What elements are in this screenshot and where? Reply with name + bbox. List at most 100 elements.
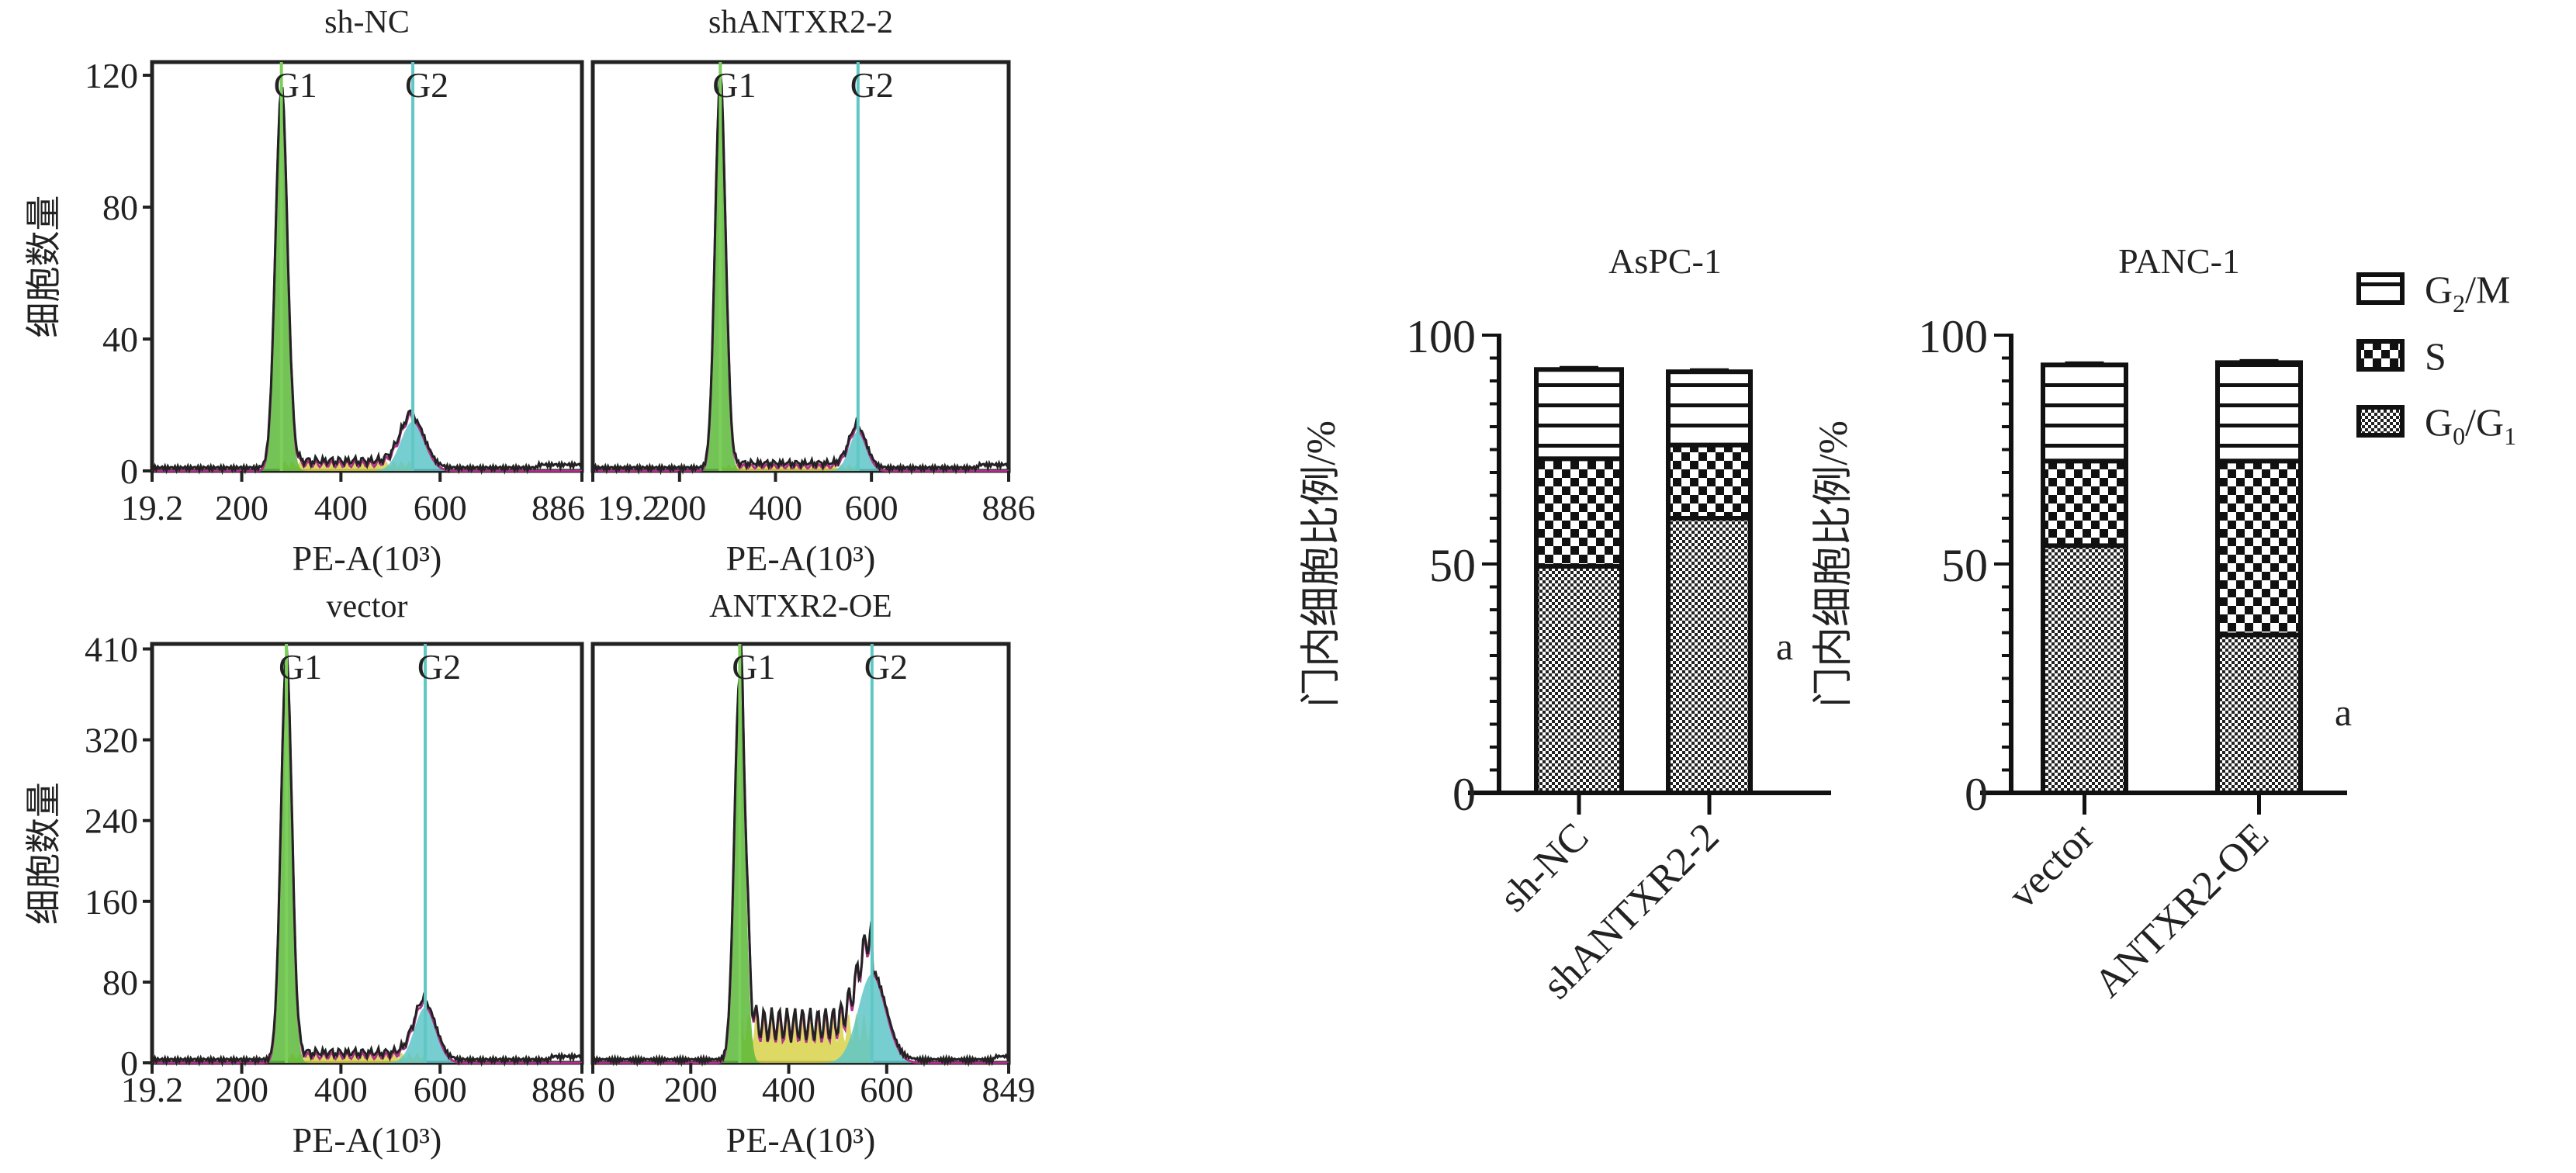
y-axis-label: 细胞数量 [24,782,64,925]
plot-frame [590,60,1011,473]
histogram-line [591,72,1010,476]
x-tick-label: 400 [762,1070,815,1109]
y-tick-label: 160 [85,882,138,922]
y-tick-label: 0 [120,452,138,491]
y-tick-label: 80 [102,963,138,1002]
g1-label: G1 [279,647,322,687]
y-axis-label: 细胞数量 [24,196,64,338]
panel-title: ANTXR2-OE [709,589,892,625]
x-tick-label: 200 [215,1070,268,1109]
g1-peak-area [152,659,582,1063]
g2-label: G2 [405,65,448,105]
legend-text: G [2425,400,2453,444]
bar-segment-g0-g1 [1534,563,1624,795]
legend-subscript: 0 [2453,422,2465,450]
legend-item: S [2356,334,2446,378]
legend-text: S [2425,334,2446,378]
x-axis-label: PE-A(10³) [293,1120,442,1160]
y-axis-label: 门内细胞比例/% [1812,420,1856,708]
y-tick-label: 120 [85,56,138,95]
model-fit-line [593,75,1009,472]
significance-label: a [2335,690,2352,734]
x-axis-label: PE-A(10³) [726,1120,876,1160]
y-tick-label: 0 [1965,769,1988,820]
model-fit-line [593,643,1009,1064]
bar-segment-g2-m [2215,360,2303,464]
plot-frame [150,60,584,473]
g1-peak-area [593,81,1009,471]
legend-text: /G [2465,400,2504,444]
x-tick-label: vector [2000,815,2103,917]
y-tick-label: 40 [102,320,138,359]
histogram-line [591,643,1010,1067]
legend-swatch [2356,339,2405,372]
g2-label: G2 [864,647,908,687]
x-tick-label: 19.2 [121,1070,184,1109]
y-tick-label: 100 [1918,311,1988,362]
x-tick-label: 886 [531,1070,585,1109]
legend-label: G2/M [2425,268,2510,317]
bar-segment-g2-m [1534,367,1624,462]
chart-title: PANC-1 [2118,241,2240,281]
legend-text: G [2425,268,2453,311]
histogram-panel-3: ANTXR2-OE G1 G2 0 200 400 600 849 PE-A(10³) [590,589,1036,1160]
legend-swatch [2356,272,2405,305]
x-axis-label: PE-A(10³) [726,538,876,578]
y-tick-label: 410 [85,630,138,670]
x-tick-label: 600 [414,1070,467,1109]
x-tick-label: 600 [860,1070,913,1109]
x-tick-label: 600 [414,488,467,528]
legend-text: /M [2465,268,2510,311]
bar-segment-s [1666,442,1753,521]
y-tick-label: 0 [1452,769,1476,820]
bar-segment-g0-g1 [2215,632,2303,796]
x-tick-label: sh-NC [1491,815,1597,920]
legend-item: G2/M [2356,268,2510,317]
g1-label: G1 [274,65,317,105]
g1-peak-area [593,679,1009,1063]
x-tick-label: 600 [845,488,898,528]
y-tick-label: 100 [1406,311,1476,362]
bar-segment-s [2041,458,2128,548]
significance-label: a [1776,625,1793,668]
y-tick-label: 240 [85,801,138,841]
bar-segment-g0-g1 [2041,543,2128,796]
model-fit-line [152,652,582,1064]
legend-subscript: 2 [2453,289,2465,317]
g1-label: G1 [712,65,756,105]
bar-segment-g2-m [1666,369,1753,448]
x-tick-label: 0 [597,1070,615,1109]
panel-title: vector [327,589,408,625]
y-tick-label: 80 [102,188,138,227]
x-tick-label: 849 [982,1070,1036,1109]
model-fit-line [152,89,582,472]
g1-peak-area [152,92,582,471]
plot-frame [590,642,1011,1065]
y-tick-label: 50 [1429,540,1476,591]
bar-segment-s [2215,458,2303,638]
chart-title: AsPC-1 [1608,241,1722,281]
legend-swatch [2356,405,2405,438]
x-tick-label: 19.2 [121,488,184,528]
histogram-line [151,649,583,1067]
x-tick-label: 200 [664,1070,718,1109]
x-tick-label: 400 [314,1070,368,1109]
x-tick-label: 400 [749,488,802,528]
g2-label: G2 [850,65,894,105]
bar-segment-s [1534,456,1624,569]
y-tick-label: 0 [120,1043,138,1083]
x-tick-label: 200 [653,488,706,528]
y-axis-label: 门内细胞比例/% [1300,420,1344,708]
s-phase-area [152,461,582,471]
g2-label: G2 [417,647,461,687]
legend-subscript: 1 [2504,422,2516,450]
panel-title: shANTXR2-2 [708,5,893,40]
x-tick-label: 400 [314,488,368,528]
